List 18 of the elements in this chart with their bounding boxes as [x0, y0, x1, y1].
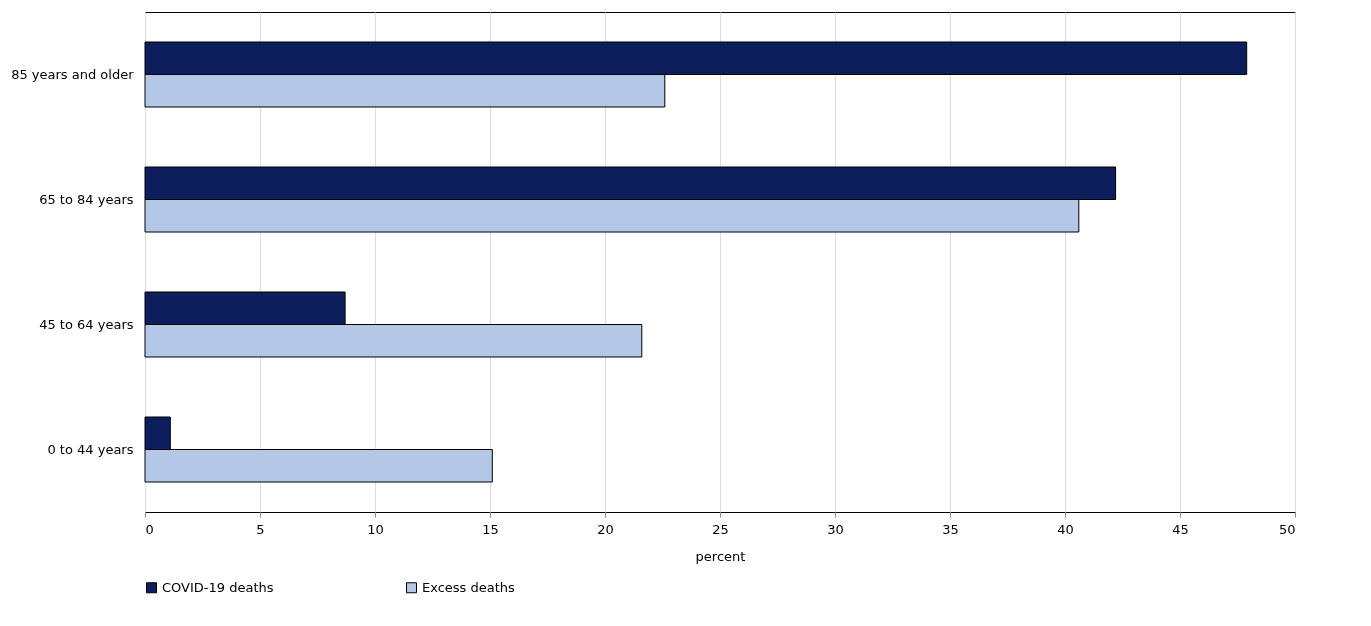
- x-tick-label: 5: [256, 521, 265, 537]
- y-tick-label: 65 to 84 years: [39, 191, 134, 207]
- x-tick-label: 25: [712, 521, 729, 537]
- x-tick-label: 35: [942, 521, 959, 537]
- x-tick-label: 20: [597, 521, 614, 537]
- x-tick-label: 0: [145, 521, 154, 537]
- x-tick-label: 10: [367, 521, 384, 537]
- x-tick-label: 40: [1057, 521, 1074, 537]
- x-tick-label: 30: [827, 521, 844, 537]
- x-tick-label: 15: [482, 521, 499, 537]
- y-tick-label: 85 years and older: [11, 66, 135, 82]
- x-axis-title: percent: [695, 548, 746, 564]
- x-tick-label: 45: [1172, 521, 1189, 537]
- y-tick-label: 45 to 64 years: [39, 316, 134, 332]
- legend-label: Excess deaths: [422, 579, 516, 595]
- y-tick-label: 0 to 44 years: [47, 441, 134, 457]
- legend-label: COVID-19 deaths: [162, 579, 274, 595]
- x-tick-label: 50: [1278, 521, 1296, 537]
